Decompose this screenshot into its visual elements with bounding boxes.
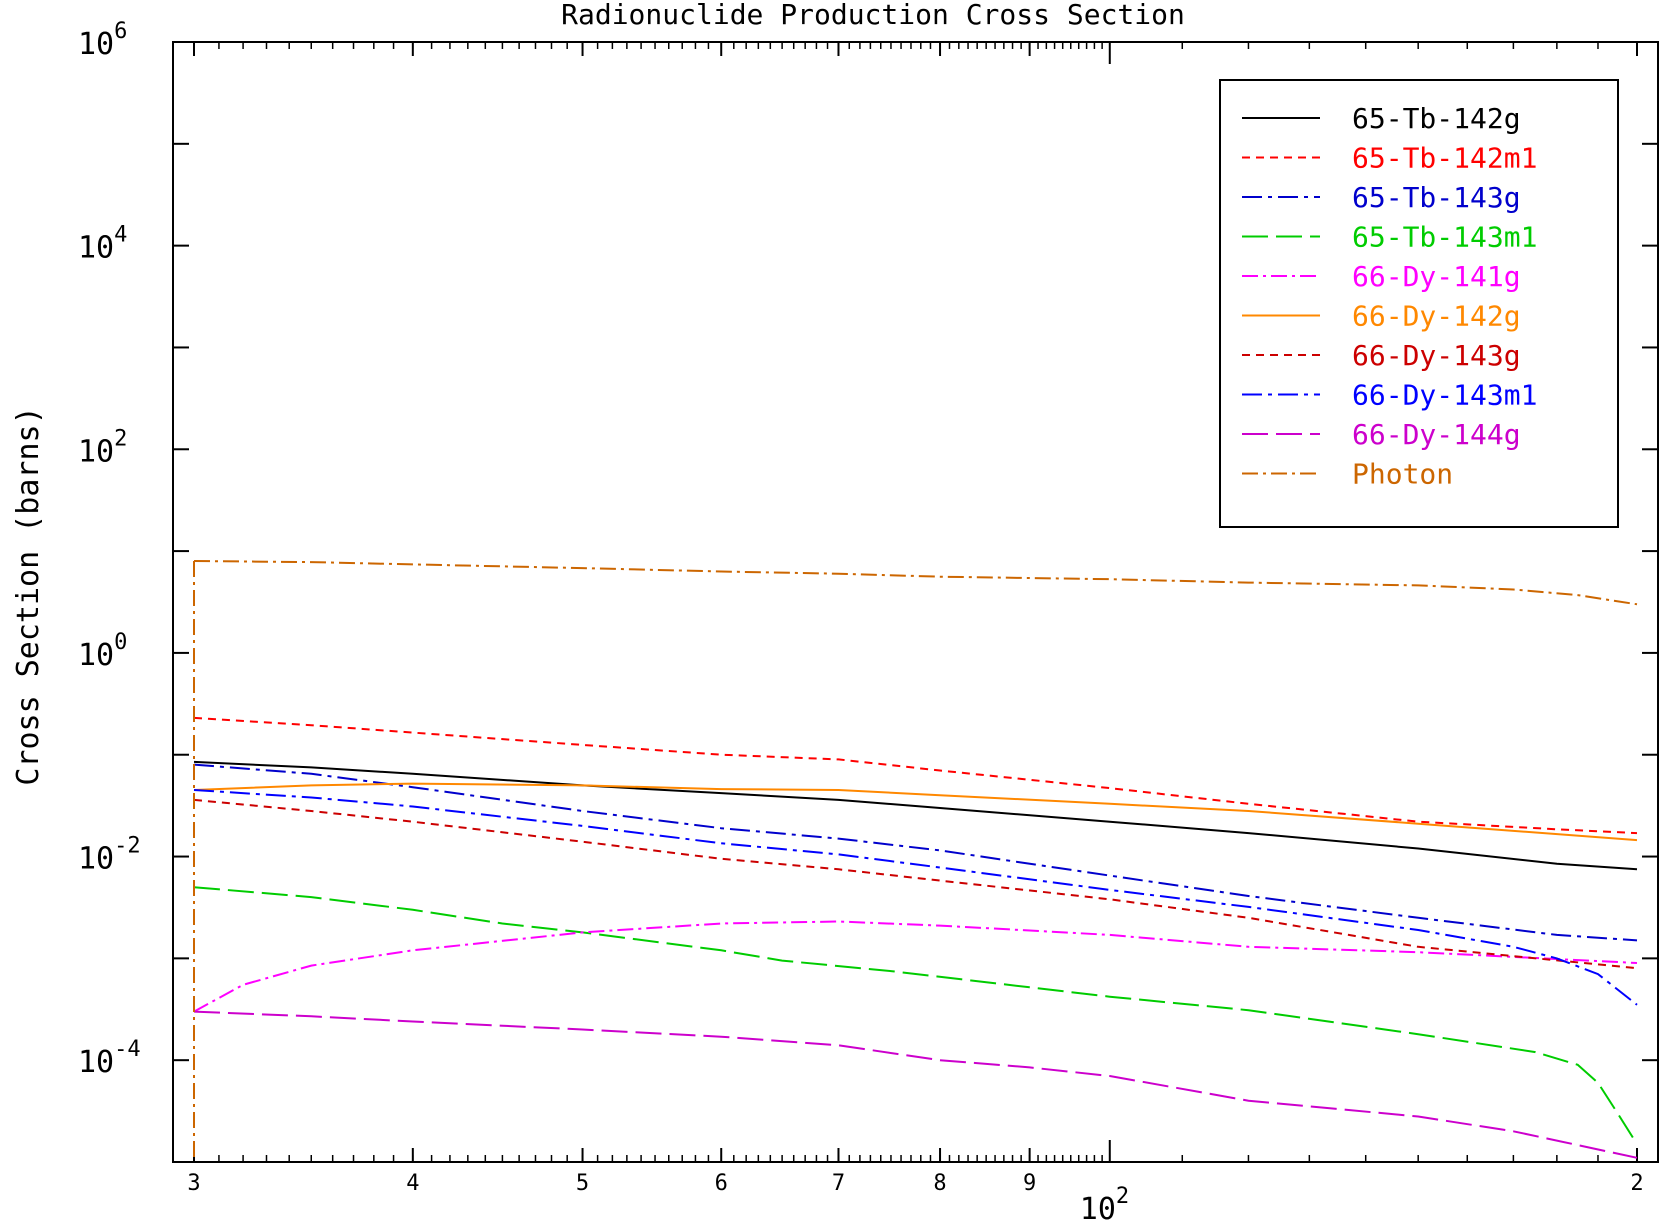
series-line-65-tb-143m1 [193,886,1638,1145]
x-tick-label: 3 [187,1171,200,1196]
legend-label: 66-Dy-141g [1352,260,1521,293]
legend-label: 65-Tb-142g [1352,102,1521,135]
legend-box [1219,79,1619,528]
legend-label: 65-Tb-143m1 [1352,221,1537,254]
series-line-66-dy-143g [193,798,1638,970]
legend-label: 65-Tb-143g [1352,181,1521,214]
y-axis-ticks: 106 104 102 100 10-2 10-4 [78,19,1658,1163]
legend-label: 66-Dy-142g [1352,300,1521,333]
legend-label: Photon [1352,458,1453,491]
series-layer [193,560,1638,1162]
y-tick-label: 100 [78,630,127,673]
x-tick-label: 8 [933,1171,946,1196]
x-tick-label: 6 [715,1171,728,1196]
series-line-65-tb-142g [193,760,1638,871]
y-tick-label: 104 [78,223,127,266]
x-decade-label: 102 [1080,1184,1129,1225]
chart-title: Radionuclide Production Cross Section [561,0,1185,31]
series-line-66-dy-141g [193,920,1638,1013]
y-axis-label: Cross Section (barns) [11,406,46,785]
x-tick-label: 7 [832,1171,845,1196]
series-line-66-dy-143m1 [193,789,1638,1006]
series-line-65-tb-143g [193,763,1638,942]
y-tick-label: 106 [78,19,127,62]
series-line-66-dy-144g [193,1010,1638,1159]
legend-label: 66-Dy-144g [1352,418,1521,451]
legend-label: 65-Tb-142m1 [1352,142,1537,175]
plot-frame [172,41,1659,1163]
x-tick-label: 4 [406,1171,419,1196]
series-line-66-dy-142g [193,782,1638,842]
y-tick-label: 10-4 [78,1037,141,1080]
x-tick-label: 5 [576,1171,589,1196]
legend: 65-Tb-142g 65-Tb-142m1 65-Tb-143g 65-Tb-143… [1219,79,1619,528]
x-axis-ticks: 3 4 5 6 7 8 9 2 102 [187,42,1644,1225]
legend-label: 66-Dy-143m1 [1352,379,1537,412]
y-tick-label: 10-2 [78,834,141,877]
legend-label: 66-Dy-143g [1352,339,1521,372]
x-tick-label: 9 [1023,1171,1036,1196]
series-line-photon [193,560,1638,606]
x-tick-label: 2 [1630,1171,1643,1196]
series-line-65-tb-142m1 [193,716,1638,835]
y-tick-label: 102 [78,426,127,469]
